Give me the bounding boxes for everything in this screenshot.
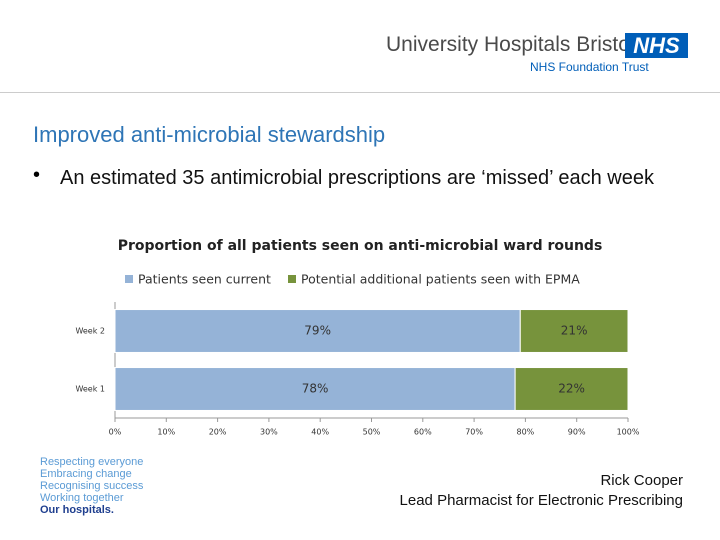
x-tick-label: 20% <box>209 428 227 437</box>
x-tick-label: 40% <box>311 428 329 437</box>
value-item: Embracing change <box>40 468 132 480</box>
slide-title: Improved anti-microbial stewardship <box>33 122 386 147</box>
x-tick-label: 60% <box>414 428 432 437</box>
value-item: Our hospitals. <box>40 504 114 516</box>
bar-segment <box>514 367 629 411</box>
header-rule <box>0 92 720 93</box>
data-label: 21% <box>561 324 588 338</box>
x-tick-label: 10% <box>157 428 175 437</box>
x-tick-label: 50% <box>363 428 381 437</box>
bar-segment <box>114 309 521 353</box>
x-tick-label: 80% <box>517 428 535 437</box>
legend-label: Potential additional patients seen with … <box>301 272 580 287</box>
y-tick-label: Week 1 <box>75 385 105 394</box>
values-list: Respecting everyone Embracing change Recog… <box>40 456 143 516</box>
x-tick-label: 30% <box>260 428 278 437</box>
value-item: Recognising success <box>40 480 144 492</box>
legend-swatch <box>288 275 296 283</box>
data-label: 78% <box>302 382 329 396</box>
trust-name: NHS Foundation Trust <box>530 60 649 74</box>
value-item: Respecting everyone <box>40 456 144 468</box>
x-tick-label: 90% <box>568 428 586 437</box>
bar-segment <box>519 309 629 353</box>
legend-swatch <box>125 275 133 283</box>
bullet-marker: • <box>33 164 41 186</box>
nhs-logo: NHS <box>625 33 688 58</box>
chart: Proportion of all patients seen on anti-… <box>75 238 640 437</box>
presenter-role: Lead Pharmacist for Electronic Prescribi… <box>399 492 683 509</box>
bullet-text: An estimated 35 antimicrobial prescripti… <box>60 167 654 189</box>
data-label: 22% <box>558 382 585 396</box>
x-tick-label: 70% <box>465 428 483 437</box>
value-item: Working together <box>40 492 124 504</box>
x-tick-label: 0% <box>109 428 122 437</box>
data-label: 79% <box>304 324 331 338</box>
legend-label: Patients seen current <box>138 272 271 287</box>
organisation-name: University Hospitals Bristol <box>386 33 635 56</box>
x-tick-label: 100% <box>617 428 640 437</box>
presenter-name: Rick Cooper <box>600 472 683 489</box>
bar-segment <box>114 367 516 411</box>
chart-title: Proportion of all patients seen on anti-… <box>118 238 603 254</box>
y-tick-label: Week 2 <box>75 327 105 336</box>
